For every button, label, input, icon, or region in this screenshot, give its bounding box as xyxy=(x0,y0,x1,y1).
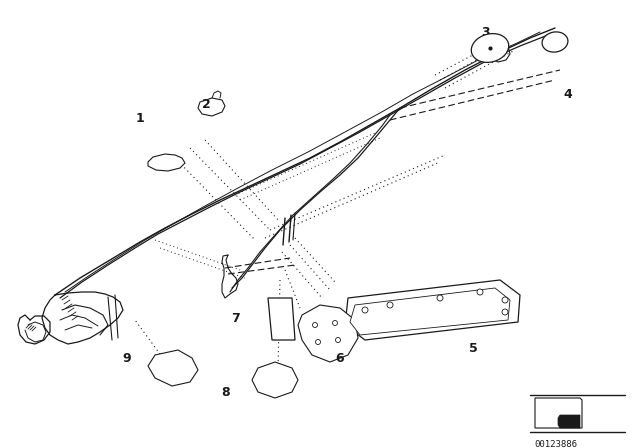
Text: 6: 6 xyxy=(336,352,344,365)
Circle shape xyxy=(477,289,483,295)
Circle shape xyxy=(333,320,337,326)
Text: 5: 5 xyxy=(468,341,477,354)
Circle shape xyxy=(437,295,443,301)
Text: 4: 4 xyxy=(564,89,572,102)
Text: 8: 8 xyxy=(221,385,230,399)
Text: 1: 1 xyxy=(136,112,145,125)
Text: 7: 7 xyxy=(232,311,241,324)
Ellipse shape xyxy=(542,32,568,52)
Polygon shape xyxy=(535,398,582,428)
Circle shape xyxy=(316,340,321,345)
Circle shape xyxy=(502,297,508,303)
Text: 3: 3 xyxy=(482,26,490,39)
Polygon shape xyxy=(345,280,520,340)
Circle shape xyxy=(362,307,368,313)
Polygon shape xyxy=(298,305,358,362)
Polygon shape xyxy=(350,288,510,335)
Polygon shape xyxy=(268,298,295,340)
Text: 00123886: 00123886 xyxy=(534,440,577,448)
Polygon shape xyxy=(198,98,225,116)
Polygon shape xyxy=(148,350,198,386)
Circle shape xyxy=(502,309,508,315)
Ellipse shape xyxy=(471,34,509,62)
Circle shape xyxy=(312,323,317,327)
Polygon shape xyxy=(558,415,580,428)
Polygon shape xyxy=(148,154,185,171)
Circle shape xyxy=(335,337,340,343)
Polygon shape xyxy=(252,362,298,398)
Text: 2: 2 xyxy=(202,99,211,112)
Text: 9: 9 xyxy=(123,352,131,365)
Circle shape xyxy=(387,302,393,308)
